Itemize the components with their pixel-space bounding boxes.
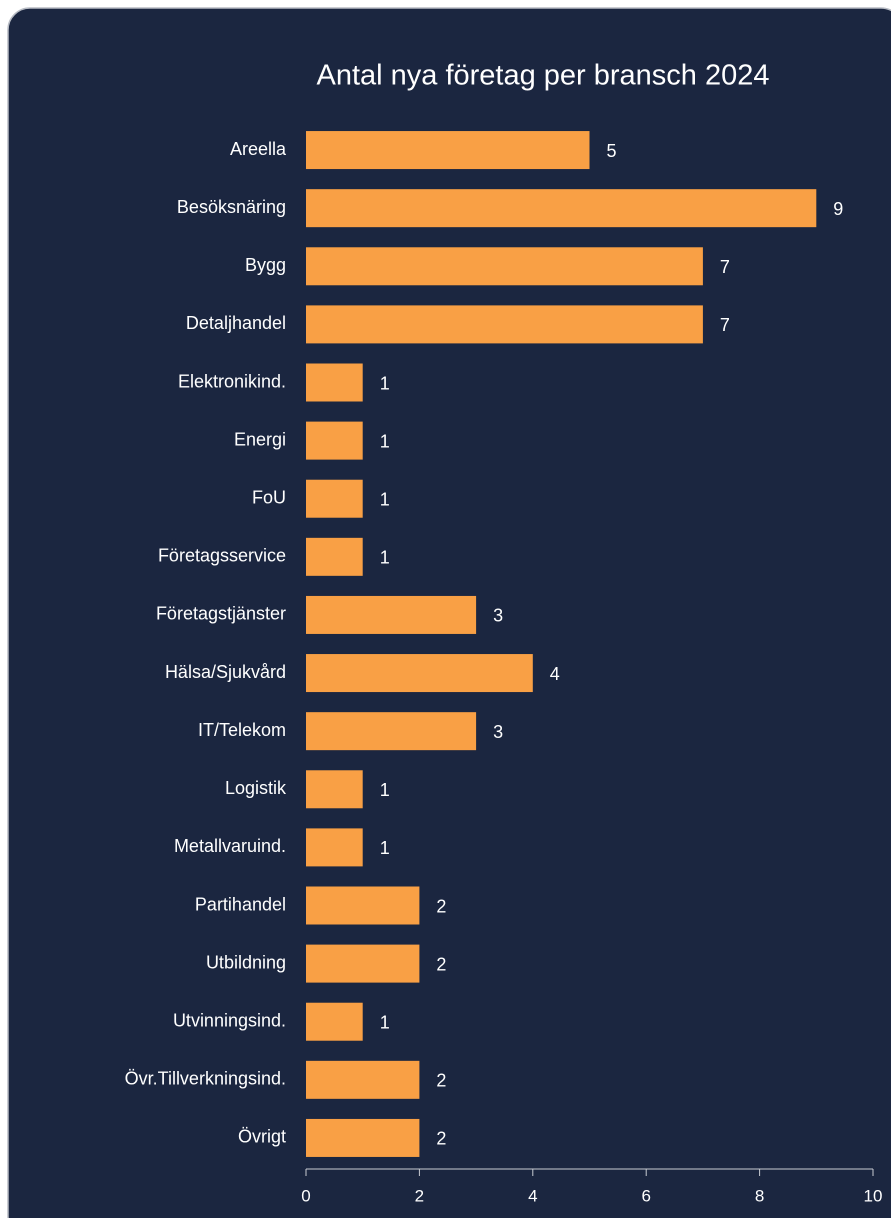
y-tick-label: Logistik bbox=[225, 778, 287, 798]
bar bbox=[306, 537, 363, 576]
value-label: 1 bbox=[380, 780, 390, 800]
x-tick-label: 8 bbox=[755, 1186, 764, 1205]
y-tick-label: Företagstjänster bbox=[156, 604, 286, 624]
y-tick-label: Övrigt bbox=[238, 1127, 286, 1147]
bar bbox=[306, 944, 420, 983]
x-tick-label: 2 bbox=[415, 1186, 424, 1205]
value-label: 5 bbox=[607, 141, 617, 161]
bar bbox=[306, 1118, 420, 1157]
y-tick-label: Energi bbox=[234, 429, 286, 449]
chart-title: Antal nya företag per bransch 2024 bbox=[316, 60, 769, 92]
y-tick-label: Metallvaruind. bbox=[174, 836, 286, 856]
value-label: 3 bbox=[493, 722, 503, 742]
value-label: 4 bbox=[550, 664, 560, 684]
value-label: 2 bbox=[436, 896, 446, 916]
value-label: 2 bbox=[436, 1129, 446, 1149]
x-tick-label: 0 bbox=[301, 1186, 310, 1205]
bar bbox=[306, 712, 477, 751]
y-tick-label: Detaljhandel bbox=[186, 313, 286, 333]
y-tick-label: FoU bbox=[252, 487, 286, 507]
value-label: 7 bbox=[720, 257, 730, 277]
y-tick-label: Utbildning bbox=[206, 952, 286, 972]
y-tick-label: Areella bbox=[230, 139, 287, 159]
y-tick-label: Bygg bbox=[245, 255, 286, 275]
value-label: 2 bbox=[436, 1071, 446, 1091]
bar bbox=[306, 1002, 363, 1041]
value-label: 9 bbox=[833, 199, 843, 219]
value-label: 3 bbox=[493, 606, 503, 626]
value-label: 1 bbox=[380, 489, 390, 509]
value-label: 1 bbox=[380, 431, 390, 451]
x-tick-label: 10 bbox=[864, 1186, 883, 1205]
bar bbox=[306, 189, 817, 228]
y-tick-label: Företagsservice bbox=[158, 546, 286, 566]
value-label: 1 bbox=[380, 373, 390, 393]
bar bbox=[306, 363, 363, 402]
y-tick-label: Övr.Tillverkningsind. bbox=[125, 1069, 286, 1089]
y-tick-label: Elektronikind. bbox=[178, 371, 286, 391]
bar bbox=[306, 421, 363, 460]
bar bbox=[306, 770, 363, 809]
y-tick-label: Partihandel bbox=[195, 894, 286, 914]
y-tick-label: Hälsa/Sjukvård bbox=[165, 662, 286, 682]
x-tick-label: 6 bbox=[641, 1186, 650, 1205]
bar bbox=[306, 305, 703, 344]
bar bbox=[306, 828, 363, 867]
value-label: 1 bbox=[380, 1012, 390, 1032]
bar bbox=[306, 479, 363, 518]
value-label: 1 bbox=[380, 548, 390, 568]
x-tick-label: 4 bbox=[528, 1186, 537, 1205]
bar bbox=[306, 1060, 420, 1099]
y-tick-label: Besöksnäring bbox=[177, 197, 286, 217]
value-label: 1 bbox=[380, 838, 390, 858]
value-label: 2 bbox=[436, 954, 446, 974]
bar bbox=[306, 247, 703, 286]
bar bbox=[306, 654, 533, 693]
y-tick-label: IT/Telekom bbox=[198, 720, 286, 740]
bar bbox=[306, 886, 420, 925]
bar bbox=[306, 131, 590, 170]
bar bbox=[306, 595, 477, 634]
value-label: 7 bbox=[720, 315, 730, 335]
y-tick-label: Utvinningsind. bbox=[173, 1010, 286, 1030]
